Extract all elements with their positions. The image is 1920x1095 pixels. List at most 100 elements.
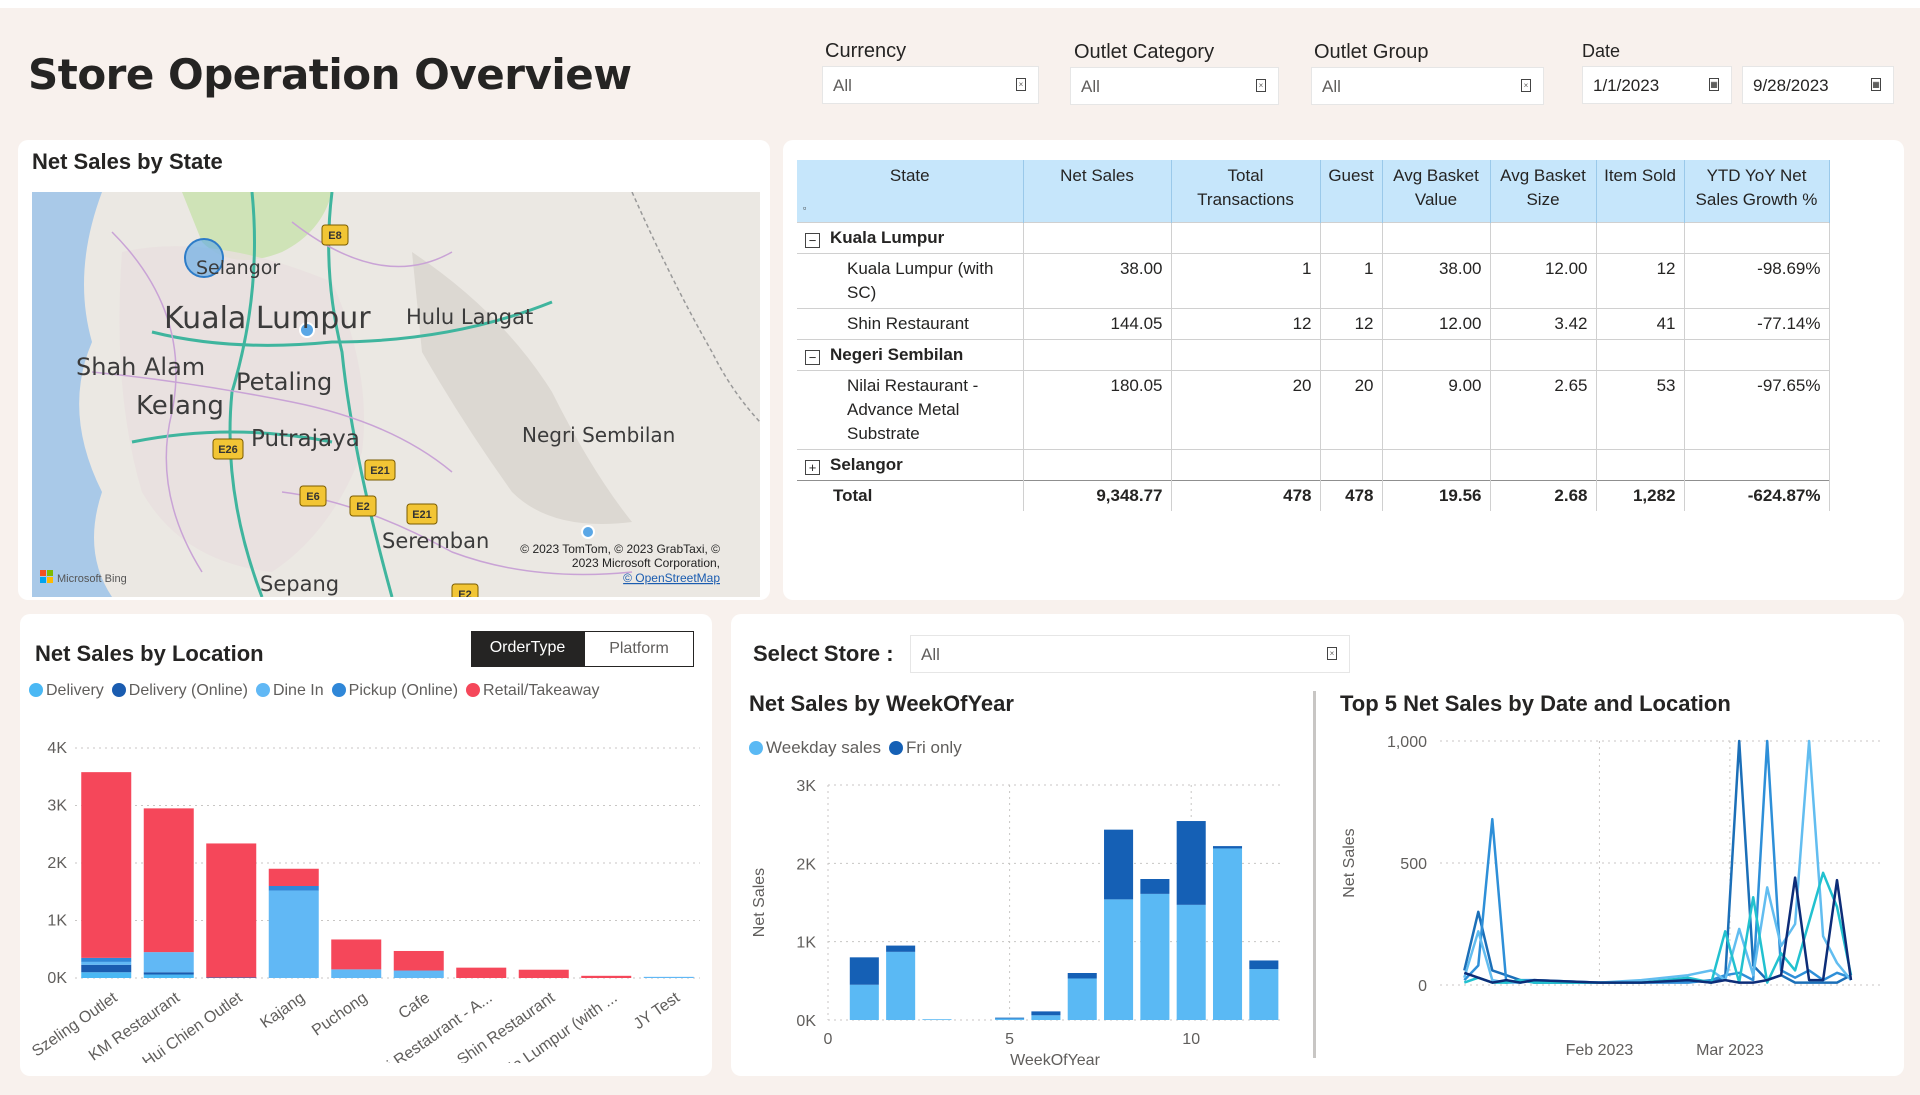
bar-fri-only[interactable] — [1140, 879, 1170, 894]
legend-item[interactable]: Pickup (Online) — [331, 682, 458, 699]
legend-label: Weekday sales — [766, 738, 881, 757]
clear-filter-icon[interactable]: × — [1256, 79, 1266, 92]
column-header-guest[interactable]: Guest — [1320, 160, 1383, 222]
column-header-avg-basket-value[interactable]: Avg Basket Value — [1382, 160, 1491, 222]
place-label: Kuala Lumpur — [164, 301, 371, 336]
outlet-group-dropdown[interactable]: All × — [1311, 67, 1544, 105]
bar-weekday-sales[interactable] — [849, 984, 879, 1020]
legend-item[interactable]: Retail/Takeaway — [466, 682, 600, 699]
clear-filter-icon[interactable]: × — [1521, 79, 1531, 92]
currency-dropdown[interactable]: All × — [822, 66, 1039, 104]
platform-toggle-button[interactable]: Platform — [584, 631, 694, 667]
bar-retail-takeaway[interactable] — [331, 939, 382, 970]
legend-item[interactable]: Weekday sales — [749, 738, 881, 757]
bar-dine-in[interactable] — [331, 969, 382, 978]
map-visual[interactable]: E8 E26 E21 E6 E2 E21 E2 Selangor Kuala L… — [32, 192, 760, 597]
bar-fri-only[interactable] — [1249, 960, 1279, 970]
bar-retail-takeaway[interactable] — [518, 969, 569, 978]
y-tick-label: 3K — [47, 798, 67, 815]
line-series-4[interactable] — [1463, 871, 1853, 984]
bar-weekday-sales[interactable] — [1067, 978, 1097, 1020]
bar-weekday-sales[interactable] — [1104, 899, 1134, 1020]
bar-dine-in[interactable] — [143, 952, 194, 973]
expand-icon[interactable]: + — [805, 459, 820, 475]
legend-label: Delivery (Online) — [128, 682, 248, 699]
bar-fri-only[interactable] — [1067, 973, 1097, 979]
date-end-input[interactable]: 9/28/2023 ▦ — [1742, 66, 1894, 104]
state-bubble-selangor[interactable] — [184, 238, 224, 278]
bar-delivery-online[interactable] — [206, 977, 257, 978]
legend-item[interactable]: Fri only — [888, 738, 962, 757]
bar-fri-only[interactable] — [1176, 821, 1206, 905]
matrix-row[interactable]: Nilai Restaurant - Advance Metal Substra… — [797, 369, 1830, 449]
group-cell: + Selangor — [797, 448, 1024, 480]
line-series-3[interactable] — [1463, 739, 1852, 984]
bar-retail-takeaway[interactable] — [393, 950, 444, 971]
bar-weekday-sales[interactable] — [1140, 893, 1170, 1020]
bar-retail-takeaway[interactable] — [581, 975, 632, 978]
openstreetmap-link[interactable]: © OpenStreetMap — [623, 571, 720, 585]
matrix-row[interactable]: Shin Restaurant 144.05 12 12 12.00 3.42 41 -77.… — [797, 307, 1830, 339]
line-series-5[interactable] — [1463, 876, 1853, 984]
bar-delivery[interactable] — [81, 972, 132, 978]
bar-weekday-sales[interactable] — [1212, 848, 1243, 1020]
column-header-label: State — [889, 166, 930, 185]
bar-fri-only[interactable] — [886, 945, 916, 952]
bar-dine-in[interactable] — [81, 961, 132, 965]
total-avg-value: 19.56 — [1382, 479, 1491, 511]
clear-filter-icon[interactable]: × — [1327, 647, 1337, 660]
bar-dine-in[interactable] — [268, 890, 319, 978]
calendar-icon[interactable]: ▦ — [1709, 78, 1719, 91]
bar-pickup-online[interactable] — [268, 886, 319, 891]
column-header-total-transactions[interactable]: Total Transactions — [1171, 160, 1321, 222]
calendar-icon[interactable]: ▦ — [1871, 78, 1881, 91]
clear-filter-icon[interactable]: × — [1016, 78, 1026, 91]
bar-retail-takeaway[interactable] — [268, 868, 319, 886]
bar-delivery[interactable] — [143, 974, 194, 978]
store-dropdown[interactable]: All × — [910, 635, 1350, 673]
bar-weekday-sales[interactable] — [922, 1019, 952, 1021]
group-label: Selangor — [830, 454, 903, 474]
legend-item[interactable]: Dine In — [255, 682, 324, 699]
bar-fri-only[interactable] — [1031, 1011, 1061, 1016]
bar-weekday-sales[interactable] — [1176, 904, 1206, 1020]
bar-weekday-sales[interactable] — [886, 951, 916, 1020]
ordertype-toggle-button[interactable]: OrderType — [471, 631, 584, 667]
bar-weekday-sales[interactable] — [1249, 969, 1279, 1020]
legend-item[interactable]: Delivery (Online) — [111, 682, 248, 699]
matrix-row[interactable]: Kuala Lumpur (with SC) 38.00 1 1 38.00 12.00 1… — [797, 252, 1830, 308]
bar-dine-in[interactable] — [393, 970, 444, 978]
line-series-2[interactable] — [1463, 739, 1852, 984]
bar-dine-in[interactable] — [643, 976, 694, 978]
select-store-label: Select Store : — [753, 641, 894, 666]
collapse-icon[interactable]: − — [805, 349, 820, 365]
bar-weekday-sales[interactable] — [1031, 1015, 1061, 1020]
bar-fri-only[interactable] — [995, 1017, 1025, 1019]
bar-weekday-sales[interactable] — [995, 1018, 1025, 1020]
column-header-state[interactable]: State ▫ — [797, 160, 1024, 222]
bar-retail-takeaway[interactable] — [143, 808, 194, 953]
bar-fri-only[interactable] — [849, 957, 879, 985]
column-header-avg-basket-size[interactable]: Avg Basket Size — [1490, 160, 1597, 222]
state-bubble-kuala-lumpur[interactable] — [299, 322, 315, 338]
column-header-item-sold[interactable]: Item Sold — [1596, 160, 1685, 222]
outlet-category-dropdown[interactable]: All × — [1070, 67, 1279, 105]
bar-fri-only[interactable] — [1104, 829, 1134, 900]
bar-fri-only[interactable] — [1212, 846, 1243, 849]
collapse-icon[interactable]: − — [805, 232, 820, 248]
bar-retail-takeaway[interactable] — [81, 772, 132, 958]
empty-cell — [1684, 221, 1830, 253]
legend-item[interactable]: Delivery — [29, 682, 104, 699]
sort-icon[interactable]: ▫ — [803, 202, 807, 213]
date-start-input[interactable]: 1/1/2023 ▦ — [1582, 66, 1732, 104]
state-bubble-negeri-sembilan[interactable] — [581, 525, 595, 539]
date-end-value: 9/28/2023 — [1753, 76, 1829, 95]
bar-pickup-online[interactable] — [81, 957, 132, 962]
bar-retail-takeaway[interactable] — [456, 967, 507, 978]
column-header-net-sales[interactable]: Net Sales — [1023, 160, 1172, 222]
column-header-yoy-growth[interactable]: YTD YoY Net Sales Growth % — [1684, 160, 1830, 222]
bar-delivery-online[interactable] — [81, 964, 132, 973]
bar-delivery-online[interactable] — [143, 972, 194, 975]
bar-retail-takeaway[interactable] — [206, 843, 257, 978]
line-series-1[interactable] — [1463, 739, 1852, 984]
